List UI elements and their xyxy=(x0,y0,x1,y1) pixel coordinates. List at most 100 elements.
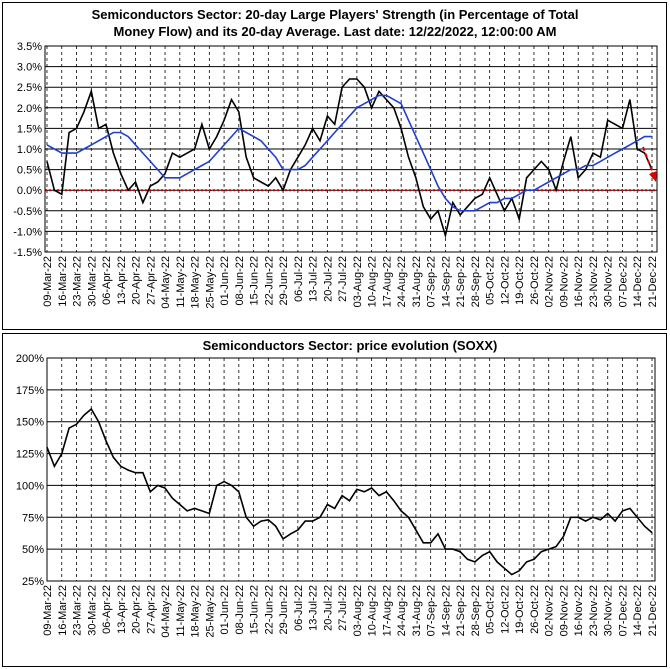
y-tick-label: 175% xyxy=(16,385,44,397)
x-tick-label: 20-Jul-22 xyxy=(322,585,334,631)
x-tick-label: 19-Oct-22 xyxy=(514,585,526,634)
x-tick-label: 20-Apr-22 xyxy=(131,256,143,305)
x-tick-label: 18-May-22 xyxy=(190,256,202,309)
y-tick-label: 3.0% xyxy=(17,62,42,74)
y-tick-label: 150% xyxy=(16,417,44,429)
x-tick-label: 21-Dec-22 xyxy=(647,585,659,636)
x-tick-label: 17-Aug-22 xyxy=(381,256,393,307)
x-tick-label: 08-Jun-22 xyxy=(234,256,246,306)
chart-title: Semiconductors Sector: price evolution (… xyxy=(203,338,498,353)
chart-title: Money Flow) and its 20-day Average. Last… xyxy=(114,24,557,39)
x-tick-label: 29-Jun-22 xyxy=(278,585,290,635)
x-tick-label: 10-Aug-22 xyxy=(367,256,379,307)
x-tick-label: 06-Jul-22 xyxy=(293,585,305,631)
x-tick-label: 16-Nov-22 xyxy=(573,585,585,636)
x-tick-label: 29-Jun-22 xyxy=(278,256,290,306)
x-tick-label: 26-Oct-22 xyxy=(529,256,541,305)
x-tick-label: 20-Apr-22 xyxy=(131,585,143,634)
x-tick-label: 01-Jun-22 xyxy=(219,585,231,635)
x-tick-label: 13-Apr-22 xyxy=(116,256,128,305)
x-tick-label: 09-Mar-22 xyxy=(42,585,54,636)
x-tick-label: 21-Sep-22 xyxy=(455,585,467,636)
y-tick-label: 1.5% xyxy=(17,123,42,135)
y-tick-label: 2.5% xyxy=(17,82,42,94)
x-tick-label: 24-Aug-22 xyxy=(396,585,408,636)
x-tick-label: 27-Jul-22 xyxy=(337,585,349,631)
x-tick-label: 28-Sep-22 xyxy=(470,585,482,636)
y-tick-label: 75% xyxy=(22,512,44,524)
x-tick-label: 23-Mar-22 xyxy=(72,256,84,307)
x-tick-label: 21-Dec-22 xyxy=(647,256,659,307)
bottom-panel xyxy=(2,333,667,667)
x-tick-label: 13-Jul-22 xyxy=(308,256,320,302)
x-tick-label: 15-Jun-22 xyxy=(249,256,261,306)
x-tick-label: 20-Jul-22 xyxy=(322,256,334,302)
y-tick-label: 50% xyxy=(22,544,44,556)
y-tick-label: 25% xyxy=(22,576,44,588)
x-tick-label: 14-Sep-22 xyxy=(440,256,452,307)
x-tick-label: 13-Jul-22 xyxy=(308,585,320,631)
y-tick-label: -1.5% xyxy=(13,247,42,259)
y-tick-label: 3.5% xyxy=(17,41,42,53)
y-tick-label: 1.0% xyxy=(17,144,42,156)
x-tick-label: 30-Nov-22 xyxy=(603,585,615,636)
x-tick-label: 01-Jun-22 xyxy=(219,256,231,306)
x-tick-label: 11-May-22 xyxy=(175,585,187,637)
y-tick-label: 2.0% xyxy=(17,103,42,115)
x-tick-label: 21-Sep-22 xyxy=(455,256,467,307)
x-tick-label: 16-Mar-22 xyxy=(57,256,69,307)
x-tick-label: 12-Oct-22 xyxy=(499,256,511,305)
x-tick-label: 14-Dec-22 xyxy=(632,585,644,636)
y-tick-label: 100% xyxy=(16,480,44,492)
x-tick-label: 06-Apr-22 xyxy=(101,585,113,634)
top-panel xyxy=(2,2,667,330)
x-tick-label: 05-Oct-22 xyxy=(485,585,497,634)
x-tick-label: 25-May-22 xyxy=(204,585,216,638)
chart-title: Semiconductors Sector: 20-day Large Play… xyxy=(92,7,579,22)
x-tick-label: 12-Oct-22 xyxy=(499,585,511,634)
x-tick-label: 03-Aug-22 xyxy=(352,585,364,636)
x-tick-label: 04-May-22 xyxy=(160,585,172,638)
x-tick-label: 22-Jun-22 xyxy=(263,256,275,306)
x-tick-label: 14-Sep-22 xyxy=(440,585,452,636)
x-tick-label: 09-Nov-22 xyxy=(558,256,570,307)
x-tick-label: 23-Mar-22 xyxy=(72,585,84,636)
plots: Semiconductors Sector: 20-day Large Play… xyxy=(13,7,659,638)
x-tick-label: 23-Nov-22 xyxy=(588,585,600,636)
x-tick-label: 13-Apr-22 xyxy=(116,585,128,634)
x-tick-label: 16-Mar-22 xyxy=(57,585,69,636)
x-tick-label: 07-Dec-22 xyxy=(617,585,629,636)
x-tick-label: 05-Oct-22 xyxy=(485,256,497,305)
x-tick-label: 09-Nov-22 xyxy=(558,585,570,636)
x-tick-label: 30-Mar-22 xyxy=(86,256,98,307)
x-tick-label: 23-Nov-22 xyxy=(588,256,600,307)
x-tick-label: 28-Sep-22 xyxy=(470,256,482,307)
x-tick-label: 27-Apr-22 xyxy=(145,585,157,634)
y-tick-label: -1.0% xyxy=(13,226,42,238)
x-tick-label: 17-Aug-22 xyxy=(381,585,393,636)
x-tick-label: 07-Sep-22 xyxy=(426,256,438,307)
arrow xyxy=(642,146,657,182)
series-line xyxy=(46,78,653,239)
x-tick-label: 22-Jun-22 xyxy=(263,585,275,635)
x-tick-label: 10-Aug-22 xyxy=(367,585,379,636)
y-tick-label: 0.0% xyxy=(17,185,42,197)
x-tick-label: 03-Aug-22 xyxy=(352,256,364,307)
series-line xyxy=(46,407,653,576)
x-tick-label: 25-May-22 xyxy=(204,256,216,309)
x-tick-label: 18-May-22 xyxy=(190,585,202,638)
x-tick-label: 30-Mar-22 xyxy=(86,585,98,636)
x-tick-label: 02-Nov-22 xyxy=(544,585,556,636)
plot-frame xyxy=(46,357,656,582)
x-tick-label: 30-Nov-22 xyxy=(603,256,615,307)
plot-frame xyxy=(44,45,658,253)
x-tick-label: 15-Jun-22 xyxy=(249,585,261,635)
x-tick-label: 07-Dec-22 xyxy=(617,256,629,307)
x-tick-label: 26-Oct-22 xyxy=(529,585,541,634)
x-tick-label: 08-Jun-22 xyxy=(234,585,246,635)
y-tick-label: 125% xyxy=(16,449,44,461)
x-tick-label: 06-Apr-22 xyxy=(101,256,113,305)
x-tick-label: 14-Dec-22 xyxy=(632,256,644,307)
x-tick-label: 11-May-22 xyxy=(175,256,187,308)
